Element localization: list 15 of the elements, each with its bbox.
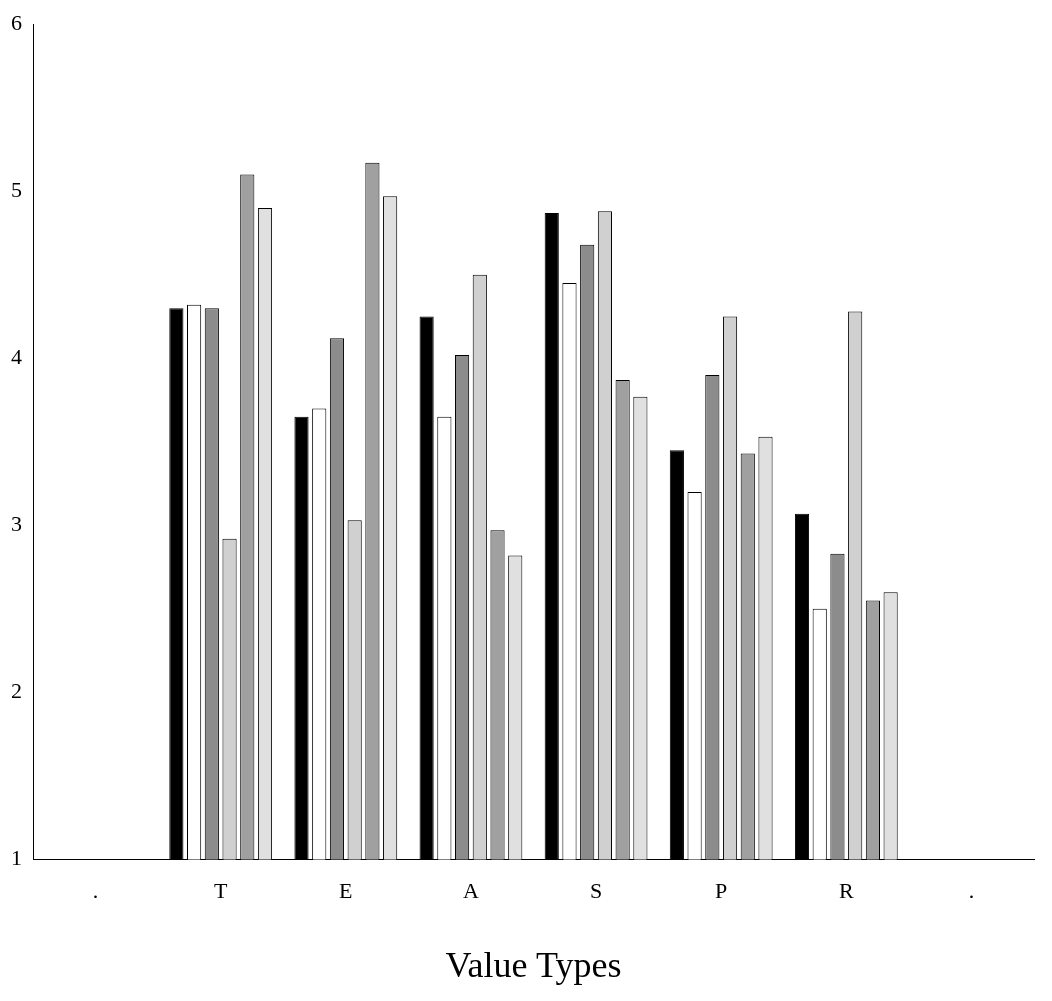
y-tick-label: 1 [11,845,22,871]
y-tick-label: 4 [11,344,22,370]
x-tick-label: A [462,878,479,904]
x-axis-title: Value Types [445,944,622,985]
y-tick-label: 6 [11,9,22,35]
x-tick-label: P [715,878,728,904]
x-tick-label: . [92,878,99,904]
x-tick-label: . [968,878,975,904]
y-tick-label: 2 [11,678,22,704]
x-tick-label: R [838,878,854,904]
y-tick-label: 3 [11,511,22,537]
y-tick-label: 5 [11,177,22,203]
x-tick-label: T [213,878,228,904]
x-tick-label: S [589,878,603,904]
x-tick-label: E [339,878,353,904]
